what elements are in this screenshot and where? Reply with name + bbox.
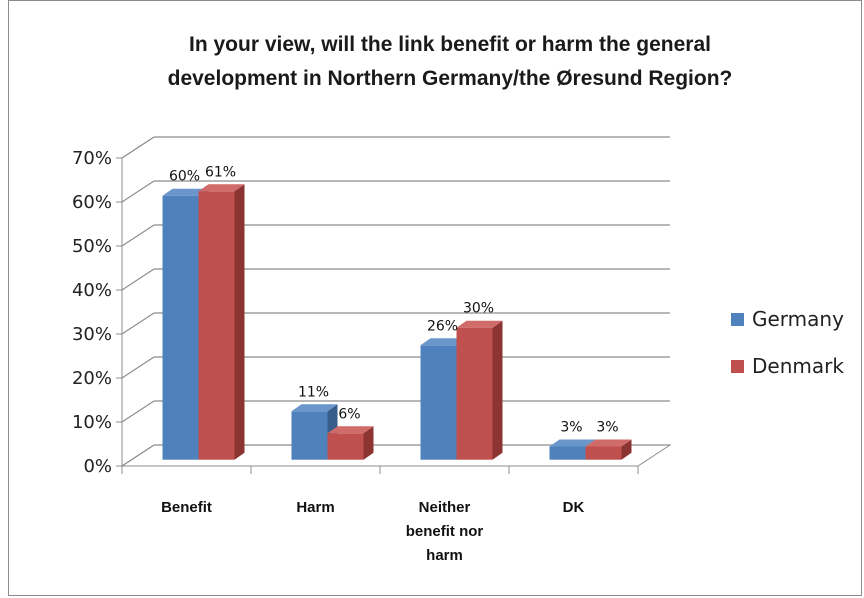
bar-front	[198, 191, 235, 460]
x-category-label: DK	[563, 499, 585, 516]
data-labels: 60% 61% 11% 6% 26% 30% 3% 3%	[169, 164, 619, 435]
gridline-side	[121, 224, 155, 247]
legend: Germany Denmark	[731, 307, 844, 378]
bar-side	[234, 184, 245, 460]
data-label: 3%	[596, 420, 618, 436]
bar-top	[585, 439, 632, 447]
bar-front	[162, 195, 199, 460]
gridline-side	[121, 356, 155, 379]
bar-side	[363, 426, 374, 460]
bar-top	[549, 439, 596, 447]
legend-swatch	[731, 313, 744, 326]
bar-top	[327, 426, 374, 434]
chart-frame	[8, 0, 862, 596]
bars	[162, 184, 632, 460]
y-tick-label: 50%	[72, 236, 112, 257]
side-wall	[121, 136, 155, 466]
x-category-label: Harm	[296, 499, 334, 516]
data-label: 26%	[427, 318, 458, 334]
x-category-label: Benefit	[161, 499, 212, 516]
y-tick-label: 20%	[72, 368, 112, 389]
y-tick-label: 70%	[72, 148, 112, 169]
bar-side	[621, 439, 632, 460]
y-tick-label: 0%	[83, 456, 112, 477]
gridline-side	[121, 400, 155, 423]
data-label: 11%	[298, 384, 329, 400]
bar-top	[162, 188, 209, 196]
x-category-label: harm	[426, 547, 463, 564]
y-axis: 0% 10% 20% 30% 40% 50% 60% 70%	[72, 148, 122, 477]
chart-title-line-2: development in Northern Germany/the Øres…	[167, 67, 733, 90]
bar-side	[492, 320, 503, 460]
data-label: 60%	[169, 169, 200, 185]
gridline-side	[121, 444, 155, 467]
bar-top	[291, 404, 338, 412]
bar-front	[420, 345, 457, 460]
bar-front	[291, 411, 328, 460]
bar-front	[456, 327, 493, 460]
gridline-side	[121, 180, 155, 203]
gridline-side	[121, 312, 155, 335]
bar-front	[327, 433, 364, 460]
bar-front	[549, 446, 586, 460]
y-tick-label: 40%	[72, 280, 112, 301]
bar-top	[456, 320, 503, 328]
chart-title-line-1: In your view, will the link benefit or h…	[189, 33, 711, 56]
x-axis: Benefit Harm Neither benefit nor harm DK	[121, 466, 639, 564]
legend-label: Denmark	[752, 354, 844, 378]
bar-front	[585, 446, 622, 460]
data-label: 6%	[338, 406, 360, 422]
data-label: 61%	[205, 164, 236, 180]
bar-top	[198, 184, 245, 192]
bar-top	[420, 338, 467, 346]
x-category-label: Neither	[419, 499, 471, 516]
chart-title: In your view, will the link benefit or h…	[110, 28, 790, 96]
y-tick-label: 30%	[72, 324, 112, 345]
gridline-side	[121, 136, 155, 159]
y-tick-label: 60%	[72, 192, 112, 213]
gridline-side	[121, 268, 155, 291]
data-label: 30%	[463, 301, 494, 317]
y-tick-label: 10%	[72, 412, 112, 433]
x-category-label: benefit nor	[406, 523, 484, 540]
legend-swatch	[731, 360, 744, 373]
legend-label: Germany	[752, 307, 844, 331]
data-label: 3%	[560, 420, 582, 436]
